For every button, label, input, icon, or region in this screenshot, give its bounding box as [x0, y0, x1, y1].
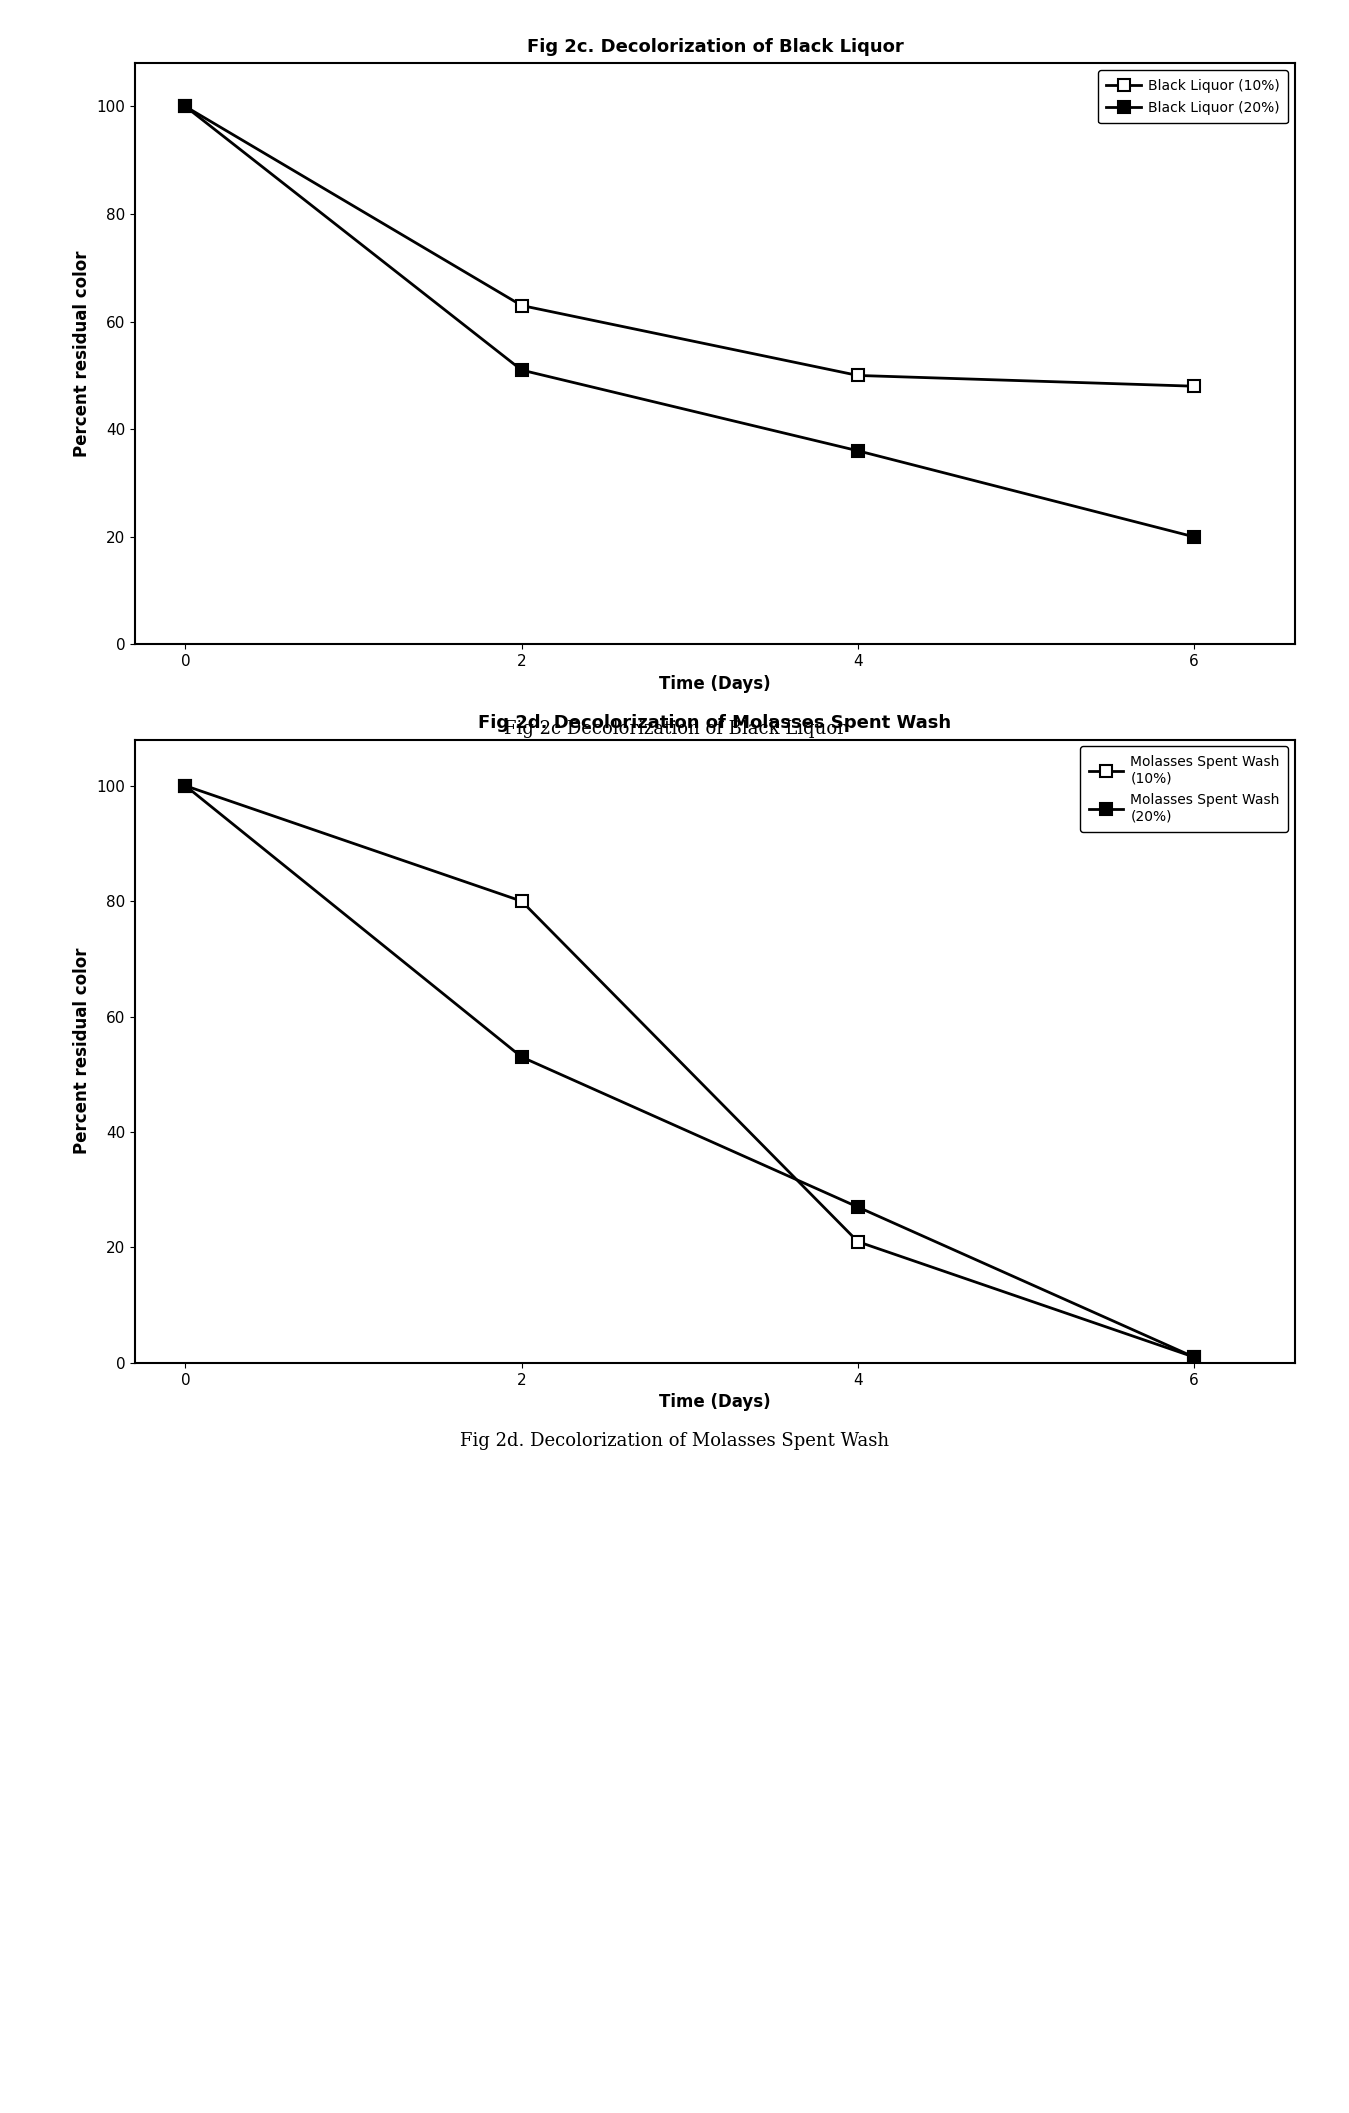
- Molasses Spent Wash
(20%): [1186, 1344, 1202, 1369]
- Black Liquor (10%): [850, 363, 866, 389]
- Molasses Spent Wash
(10%): [514, 887, 530, 913]
- X-axis label: Time (Days): Time (Days): [660, 674, 770, 693]
- Black Liquor (20%): [177, 93, 193, 118]
- X-axis label: Time (Days): Time (Days): [660, 1392, 770, 1411]
- Molasses Spent Wash
(20%): [850, 1194, 866, 1219]
- Line: Molasses Spent Wash
(20%): Molasses Spent Wash (20%): [179, 780, 1199, 1363]
- Molasses Spent Wash
(20%): [177, 773, 193, 799]
- Text: Fig 2d. Decolorization of Molasses Spent Wash: Fig 2d. Decolorization of Molasses Spent…: [460, 1433, 889, 1450]
- Molasses Spent Wash
(20%): [514, 1044, 530, 1069]
- Black Liquor (20%): [514, 357, 530, 382]
- Black Liquor (10%): [514, 294, 530, 319]
- Molasses Spent Wash
(10%): [850, 1230, 866, 1255]
- Black Liquor (10%): [1186, 374, 1202, 399]
- Molasses Spent Wash
(10%): [177, 773, 193, 799]
- Line: Molasses Spent Wash
(10%): Molasses Spent Wash (10%): [179, 780, 1199, 1363]
- Molasses Spent Wash
(10%): [1186, 1344, 1202, 1369]
- Y-axis label: Percent residual color: Percent residual color: [73, 251, 90, 456]
- Legend: Molasses Spent Wash
(10%), Molasses Spent Wash
(20%): Molasses Spent Wash (10%), Molasses Spen…: [1081, 746, 1288, 833]
- Line: Black Liquor (20%): Black Liquor (20%): [179, 101, 1199, 543]
- Black Liquor (20%): [850, 437, 866, 463]
- Y-axis label: Percent residual color: Percent residual color: [73, 949, 90, 1154]
- Black Liquor (20%): [1186, 524, 1202, 549]
- Legend: Black Liquor (10%), Black Liquor (20%): Black Liquor (10%), Black Liquor (20%): [1098, 70, 1288, 123]
- Line: Black Liquor (10%): Black Liquor (10%): [179, 101, 1199, 391]
- Title: Fig 2c. Decolorization of Black Liquor: Fig 2c. Decolorization of Black Liquor: [526, 38, 904, 57]
- Text: Fig 2c Decolorization of Black Liquor: Fig 2c Decolorization of Black Liquor: [503, 721, 846, 737]
- Black Liquor (10%): [177, 93, 193, 118]
- Title: Fig 2d. Decolorization of Molasses Spent Wash: Fig 2d. Decolorization of Molasses Spent…: [479, 714, 951, 733]
